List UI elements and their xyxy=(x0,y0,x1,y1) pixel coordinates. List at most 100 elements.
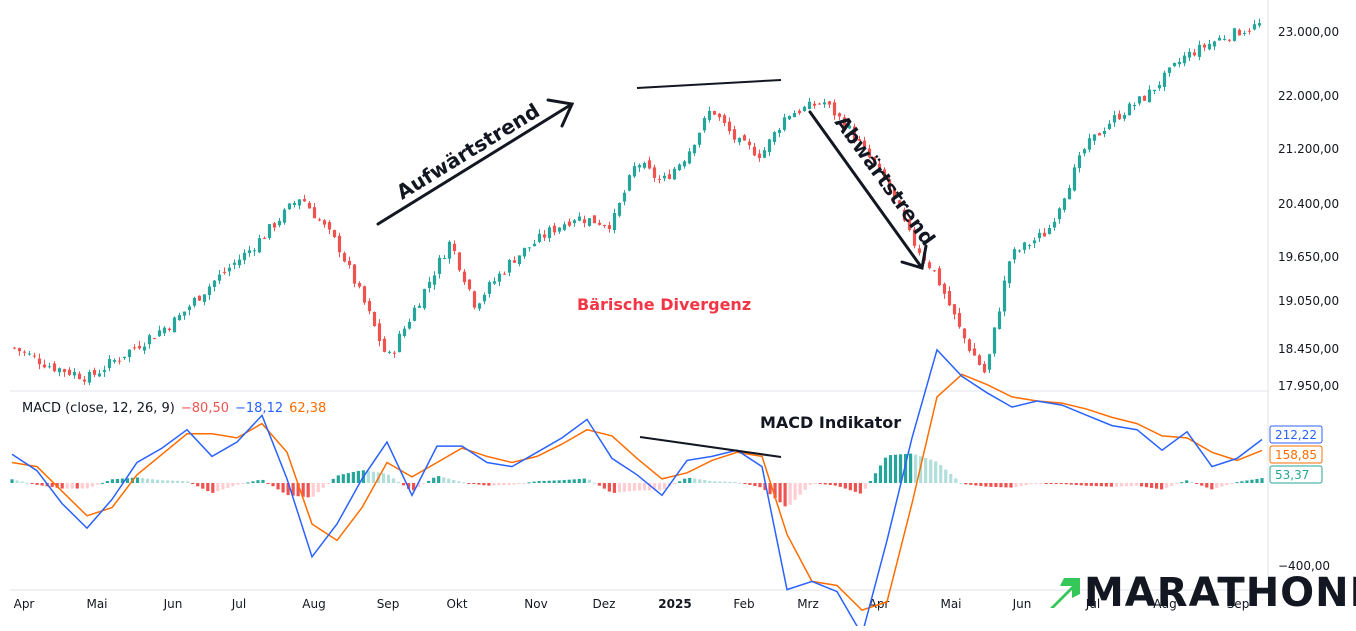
candle-body xyxy=(1072,167,1077,191)
macd-histogram-bar xyxy=(1079,483,1083,486)
candle-body xyxy=(812,103,817,106)
downtrend-arrow-line xyxy=(808,110,924,270)
candle-body xyxy=(322,220,327,225)
macd-histogram-bar xyxy=(216,483,220,492)
macd-histogram-bar xyxy=(1230,483,1234,484)
macd-histogram-bar xyxy=(954,478,958,483)
candle-body xyxy=(147,335,152,345)
macd-histogram-bar xyxy=(110,479,115,483)
candle-body xyxy=(352,264,357,284)
candle-body xyxy=(1122,115,1127,119)
last-value-label: 158,85 xyxy=(1275,448,1317,462)
candle-body xyxy=(957,312,962,327)
macd-histogram-bar xyxy=(401,483,406,486)
macd-histogram-bar xyxy=(1240,481,1244,483)
macd-histogram-bar xyxy=(994,483,998,488)
candle-body xyxy=(1177,61,1182,65)
candle-body xyxy=(1187,51,1192,58)
candle-body xyxy=(887,179,892,191)
macd-histogram-bar xyxy=(271,483,275,487)
macd-histogram-bar xyxy=(974,483,978,486)
candle-body xyxy=(712,111,717,115)
uptrend-arrow-line xyxy=(376,102,574,226)
candle-body xyxy=(1197,44,1202,57)
macd-histogram-bar xyxy=(823,483,827,485)
macd-histogram-bar xyxy=(964,483,968,485)
candle-body xyxy=(977,355,982,365)
candle-body xyxy=(377,323,382,342)
macd-histogram-bar xyxy=(135,477,140,483)
macd-histogram-bar xyxy=(708,480,712,483)
candle-body xyxy=(157,330,162,337)
macd-histogram-bar xyxy=(492,483,496,486)
candle-body xyxy=(847,125,852,129)
candle-body xyxy=(802,106,807,112)
candle-body xyxy=(417,305,422,308)
candle-body xyxy=(877,163,882,169)
candle-body xyxy=(1217,37,1222,41)
candle-body xyxy=(662,175,667,179)
signal-line xyxy=(11,373,1263,611)
candle-body xyxy=(1222,38,1227,40)
candle-body xyxy=(942,283,947,294)
macd-histogram-bar xyxy=(959,482,963,484)
candle-body xyxy=(392,352,397,354)
candle-body xyxy=(797,110,802,114)
candle-body xyxy=(222,271,227,273)
macd-histogram-bar xyxy=(893,454,898,483)
macd-histogram-bar xyxy=(768,483,772,495)
macd-histogram-bar xyxy=(276,483,280,490)
macd-histogram-bar xyxy=(120,478,125,483)
candle-body xyxy=(952,304,957,315)
candle-body xyxy=(302,199,307,202)
macd-histogram-bar xyxy=(1004,483,1008,488)
candle-body xyxy=(502,273,507,275)
candle-body xyxy=(67,369,72,375)
macd-histogram-bar xyxy=(145,478,150,483)
macd-histogram-bar xyxy=(738,482,742,484)
macd-histogram-bar xyxy=(673,483,677,484)
candle-body xyxy=(762,150,767,158)
macd-histogram-bar xyxy=(472,483,476,484)
macd-histogram-bar xyxy=(1185,480,1189,483)
macd-histogram-bar xyxy=(773,483,777,499)
macd-histogram-bar xyxy=(1094,483,1098,487)
candle-body xyxy=(267,224,272,238)
macd-histogram-bar xyxy=(1034,483,1038,484)
macd-histogram-bar xyxy=(40,483,44,486)
candle-body xyxy=(1027,245,1032,247)
candle-body xyxy=(822,102,827,105)
candle-body xyxy=(672,168,677,180)
candle-body xyxy=(307,202,312,209)
macd-histogram-bar xyxy=(391,478,396,483)
macd-legend-macd-value: −18,12 xyxy=(235,401,284,416)
candle-body xyxy=(42,364,47,368)
macd-histogram-bar xyxy=(100,482,104,484)
candle-body xyxy=(482,294,487,302)
macd-histogram-bar xyxy=(105,481,109,483)
candle-body xyxy=(1167,67,1172,73)
macd-histogram-bar xyxy=(1119,483,1124,487)
candle-body xyxy=(587,218,592,226)
candle-body xyxy=(962,328,967,339)
candle-body xyxy=(262,237,267,239)
candle-body xyxy=(897,200,902,208)
macd-histogram-bar xyxy=(1009,483,1013,488)
candle-body xyxy=(982,363,987,373)
macd-histogram-bar xyxy=(286,483,290,496)
candle-body xyxy=(397,333,402,353)
macd-histogram-bar xyxy=(381,473,386,483)
candle-body xyxy=(577,216,582,221)
macd-histogram-bar xyxy=(1255,478,1259,483)
macd-histogram-bar xyxy=(236,483,240,485)
candle-body xyxy=(202,294,207,302)
macd-histogram-bar xyxy=(1019,483,1023,486)
price-tick-label: 21.200,00 xyxy=(1278,142,1339,156)
candle-body xyxy=(342,253,347,262)
macd-histogram-bar xyxy=(296,483,300,497)
candle-body xyxy=(902,209,907,221)
macd-histogram-bar xyxy=(592,482,596,484)
candle-body xyxy=(832,102,837,116)
candle-body xyxy=(547,227,552,239)
macd-histogram-bar xyxy=(637,483,642,491)
